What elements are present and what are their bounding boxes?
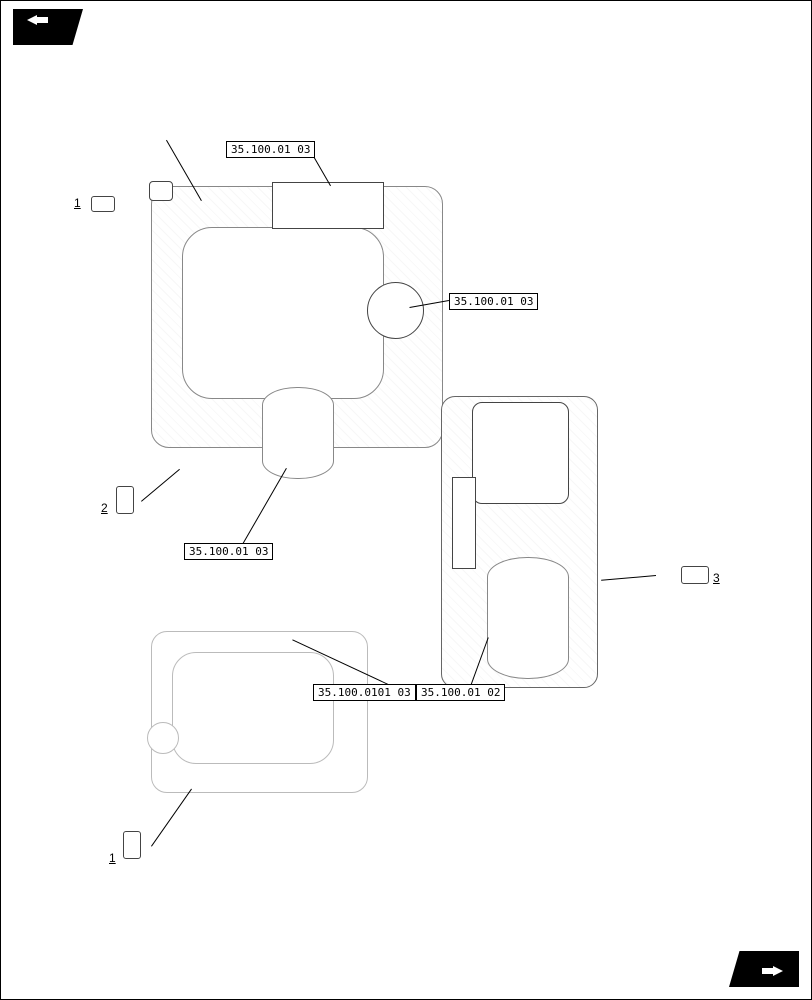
fitting-1b (123, 831, 141, 859)
arrow-left-icon (27, 15, 37, 25)
leader-line (601, 575, 656, 581)
ref-label: 35.100.01 03 (449, 293, 538, 310)
fitting-2 (116, 486, 134, 514)
fitting-elbow (149, 181, 173, 201)
assembly-pump-secondary (151, 631, 368, 793)
pump-main-top-block (272, 182, 384, 229)
fitting-1a (91, 196, 115, 212)
pump-secondary-shaft (147, 722, 179, 754)
ref-label: 35.100.01 03 (226, 141, 315, 158)
assembly-pump-main (151, 186, 443, 448)
pump-main-port (367, 282, 424, 339)
prev-page-button[interactable] (13, 9, 83, 45)
valve-stem (452, 477, 476, 569)
pump-main-filter (262, 387, 334, 479)
callout-2: 2 (101, 501, 108, 515)
ref-label: 35.100.01 02 (416, 684, 505, 701)
assembly-valve-filter (441, 396, 598, 688)
diagram-page: 1 2 1 3 35.100.01 03 35.100.01 03 35.100… (0, 0, 812, 1000)
callout-1a: 1 (74, 196, 81, 210)
pump-main-body (182, 227, 384, 399)
callout-1b: 1 (109, 851, 116, 865)
ref-label: 35.100.0101 03 (313, 684, 416, 701)
leader-line (141, 469, 180, 502)
leader-line (241, 468, 287, 546)
arrow-right-icon (773, 966, 783, 976)
callout-3: 3 (713, 571, 720, 585)
leader-line (151, 789, 192, 847)
valve-filter-can (487, 557, 569, 679)
ref-label: 35.100.01 03 (184, 543, 273, 560)
pump-secondary-body (172, 652, 334, 764)
valve-head (472, 402, 569, 504)
fitting-3 (681, 566, 709, 584)
